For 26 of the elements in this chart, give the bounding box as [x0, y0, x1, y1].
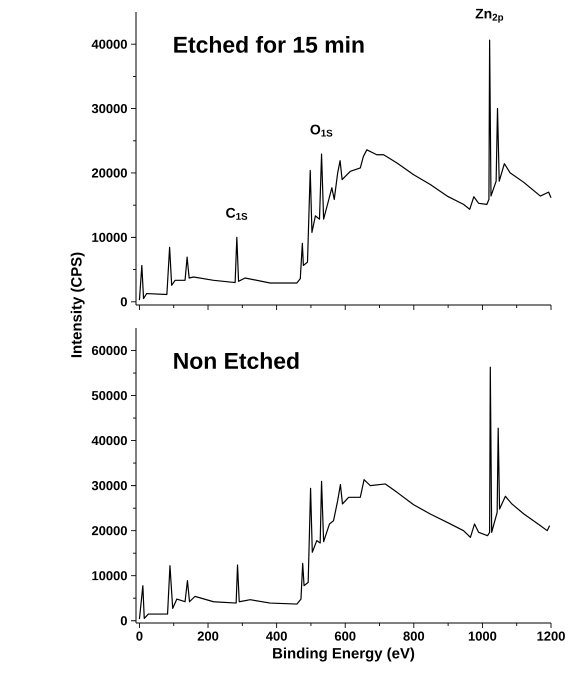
y-tick-label: 20000: [92, 168, 127, 178]
annotation: Non Etched: [174, 352, 298, 369]
y-tick-label: 60000: [92, 346, 127, 356]
annotation: C$_{1S}$: [226, 208, 248, 220]
x-tick-label: 400: [266, 632, 287, 641]
annotation: Etched for 15 min: [174, 36, 364, 53]
y-tick-label: 40000: [92, 436, 127, 446]
y-tick-label: 10000: [92, 571, 127, 580]
x-axis-title: Binding Energy (eV): [273, 648, 414, 662]
x-tick-label: 600: [334, 632, 356, 641]
y-tick-label: 20000: [92, 526, 127, 536]
x-tick-label: 1000: [468, 632, 496, 641]
y-tick-label: 30000: [92, 104, 127, 114]
y-tick-label: 10000: [92, 232, 127, 242]
x-tick-label: 1200: [537, 632, 565, 641]
annotation: Zn$_{2p}$: [476, 8, 504, 23]
x-tick-label: 800: [403, 632, 424, 641]
y-tick-label: 0: [120, 297, 127, 306]
x-tick-label: 200: [198, 632, 218, 641]
y-tick-label: 50000: [92, 390, 127, 400]
y-axis-title: Intensity (CPS): [70, 252, 85, 358]
y-tick-label: 40000: [92, 40, 127, 49]
annotation: O$_{1S}$: [310, 124, 332, 137]
y-tick-label: 30000: [92, 481, 127, 490]
y-tick-label: 0: [120, 616, 127, 626]
x-tick-label: 0: [136, 632, 142, 641]
